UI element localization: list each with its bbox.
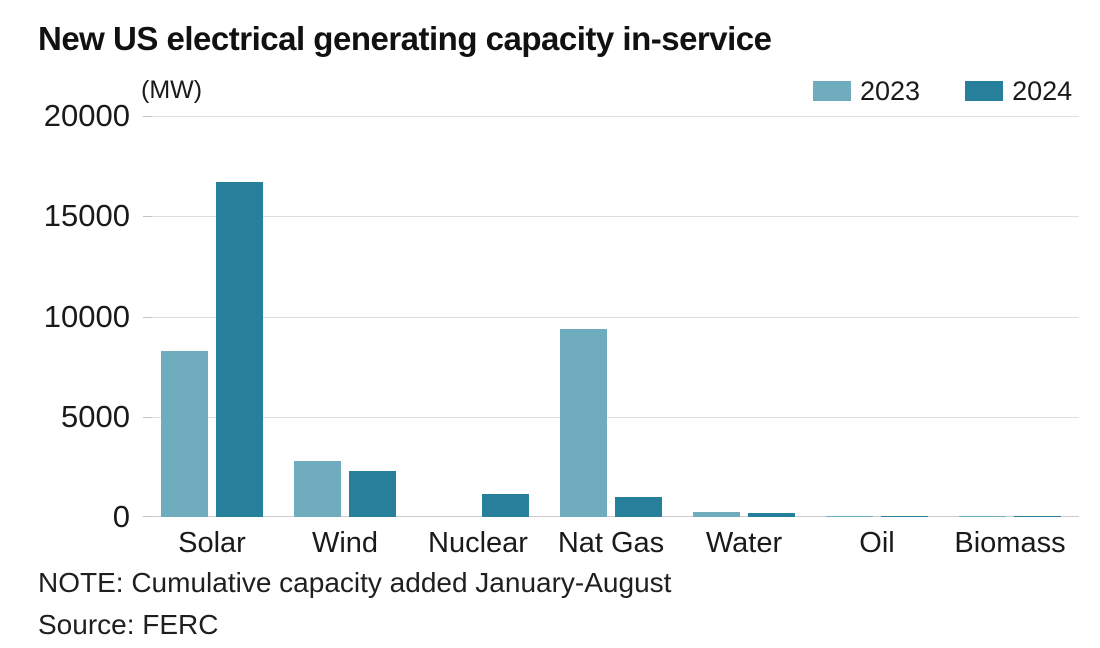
bar-oil-2023 <box>826 516 873 517</box>
gridline-10000 <box>143 317 1079 318</box>
note-text: NOTE: Cumulative capacity added January-… <box>38 567 672 598</box>
legend-label-2024: 2024 <box>1012 75 1073 106</box>
legend: 2023 2024 <box>813 76 1072 107</box>
y-tick-label-0: 0 <box>112 499 130 534</box>
y-tick-label-10000: 10000 <box>43 298 130 334</box>
x-category-label-nat-gas: Nat Gas <box>557 527 665 559</box>
gridline-5000 <box>143 417 1079 418</box>
x-category-label-water: Water <box>705 527 783 559</box>
bar-nuclear-2024 <box>482 493 529 517</box>
bar-biomass-2024 <box>1014 516 1061 517</box>
source-text: Source: FERC <box>38 609 219 640</box>
gridline-20000 <box>143 116 1079 117</box>
x-category-label-oil: Oil <box>859 527 895 559</box>
legend-item-2023: 2023 <box>813 76 920 107</box>
bar-nat-gas-2024 <box>615 496 662 517</box>
bar-solar-2023 <box>161 350 208 517</box>
bar-biomass-2023 <box>959 515 1006 517</box>
y-tick-mark <box>143 516 152 517</box>
bar-water-2023 <box>693 512 740 517</box>
x-category-label-wind: Wind <box>311 527 379 559</box>
y-tick-mark <box>143 216 152 217</box>
bar-wind-2024 <box>349 470 396 517</box>
bar-nat-gas-2023 <box>560 328 607 517</box>
y-tick-label-5000: 5000 <box>61 398 130 434</box>
x-category-label-nuclear: Nuclear <box>428 527 528 559</box>
bar-water-2024 <box>748 512 795 517</box>
legend-swatch-2023 <box>813 81 851 101</box>
bar-solar-2024 <box>216 182 263 517</box>
unit-label: (MW) <box>141 76 203 104</box>
legend-swatch-2024 <box>965 81 1004 101</box>
y-tick-mark <box>143 317 152 318</box>
gridline-0 <box>143 516 1079 517</box>
y-tick-mark <box>143 116 152 117</box>
y-tick-label-20000: 20000 <box>43 98 130 133</box>
x-category-label-biomass: Biomass <box>954 527 1066 559</box>
legend-item-2024: 2024 <box>965 76 1072 107</box>
y-tick-mark <box>143 417 152 418</box>
bar-oil-2024 <box>881 516 928 517</box>
gridline-15000 <box>143 216 1079 217</box>
bar-wind-2023 <box>294 460 341 517</box>
chart-title: New US electrical generating capacity in… <box>38 20 772 57</box>
plot-area <box>143 116 1079 517</box>
x-category-label-solar: Solar <box>178 527 246 559</box>
legend-label-2023: 2023 <box>860 75 921 106</box>
y-tick-label-15000: 15000 <box>43 198 130 234</box>
